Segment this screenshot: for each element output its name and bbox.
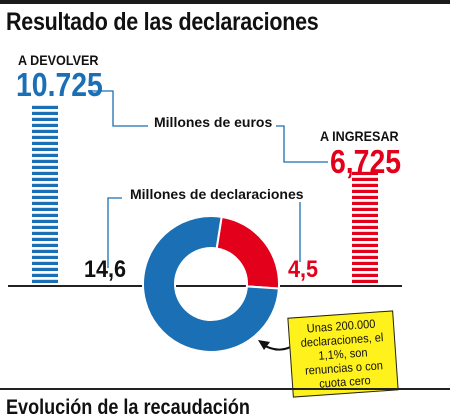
- bar-group: [32, 105, 378, 283]
- note-text: Unas 200.000 declaraciones, el 1,1%, son…: [300, 316, 384, 391]
- donut-slice-devolver: [142, 215, 280, 353]
- unit-label-euros: Millones de euros: [150, 114, 277, 130]
- value-devolver: 10.725: [16, 66, 103, 103]
- note-sticker: Unas 200.000 declaraciones, el 1,1%, son…: [287, 310, 399, 398]
- label-ingresar: A INGRESAR: [320, 128, 399, 144]
- donut-slice-ingresar: [215, 215, 280, 290]
- donut-value-ingresar: 4,5: [288, 256, 319, 283]
- value-ingresar: 6,725: [330, 143, 402, 180]
- connector-decl-left: [107, 197, 122, 268]
- section-rule: [0, 388, 450, 390]
- arrow-head: [258, 340, 270, 350]
- chart-canvas: [8, 90, 402, 353]
- donut-value-devolver: 14,6: [84, 256, 127, 283]
- connector-decl-right: [288, 197, 301, 262]
- top-rule: [0, 0, 450, 4]
- bar-ingresar: [352, 171, 378, 283]
- connector-ingresar: [240, 125, 328, 163]
- bar-devolver: [32, 105, 58, 283]
- label-devolver: A DEVOLVER: [18, 52, 99, 68]
- next-section-title: Evolución de la recaudación: [6, 396, 250, 419]
- page-title: Resultado de las declaraciones: [6, 8, 319, 36]
- connector-devolver: [88, 90, 148, 127]
- unit-label-declaraciones: Millones de declaraciones: [126, 186, 308, 202]
- donut-group: [142, 215, 280, 353]
